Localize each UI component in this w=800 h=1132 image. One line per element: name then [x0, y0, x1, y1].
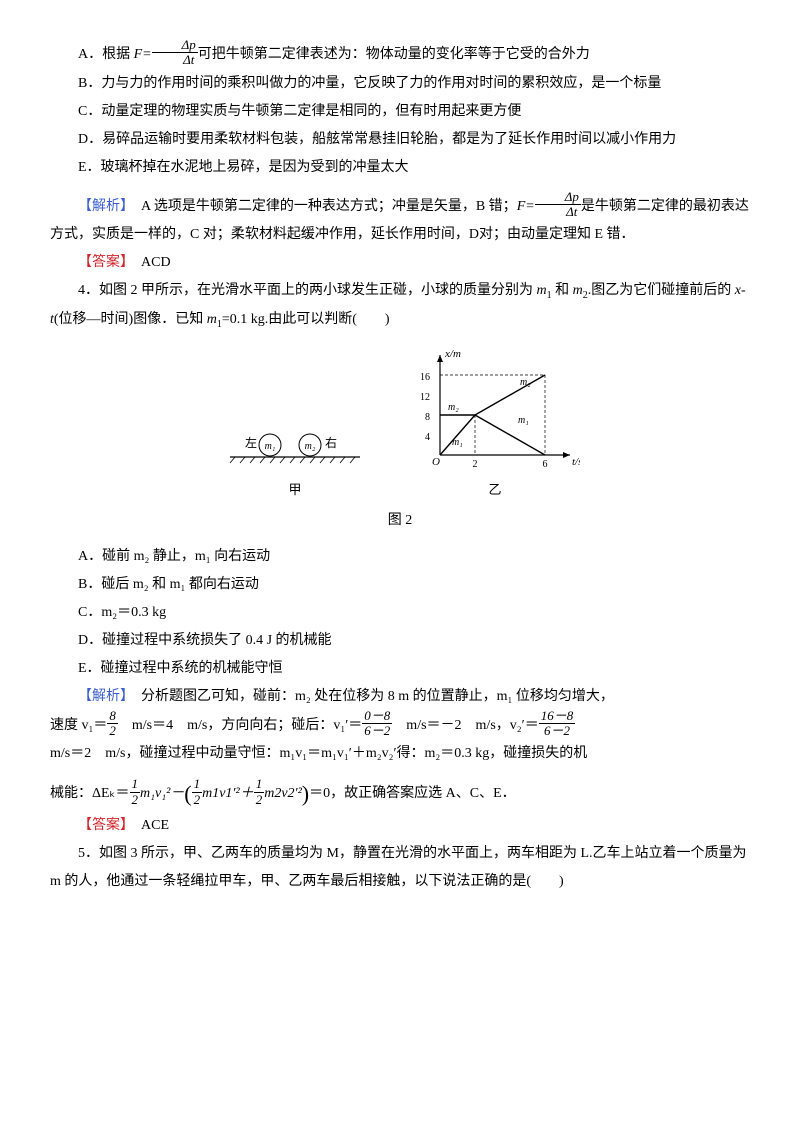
- svg-text:O: O: [432, 456, 440, 468]
- q3-analysis: 【解析】 A 选项是牛顿第二定律的一种表达方式；冲量是矢量，B 错；F=ΔpΔt…: [50, 192, 750, 250]
- q4-answer-val: ACE: [127, 818, 169, 833]
- q4-analysis-4: 械能：ΔEₖ＝12m₁v₁²－(12m1v1′²＋12m2v2′²)＝0，故正确…: [50, 768, 750, 812]
- svg-text:m₂: m₂: [448, 402, 459, 413]
- q3-option-D: D．易碎品运输时要用柔软材料包装，船舷常常悬挂旧轮胎，都是为了延长作用时间以减小…: [50, 126, 750, 154]
- svg-text:右: 右: [325, 435, 337, 450]
- analysis-label: 【解析】: [78, 689, 127, 704]
- svg-text:m₁: m₁: [518, 415, 529, 426]
- q5-stem: 5．如图 3 所示，甲、乙两车的质量均为 M，静置在光滑的水平面上，两车相距为 …: [50, 840, 750, 896]
- svg-text:8: 8: [425, 412, 430, 423]
- q3-analysis-1: A 选项是牛顿第二定律的一种表达方式；冲量是矢量，B 错；: [127, 199, 517, 214]
- q3-option-B: B．力与力的作用时间的乘积叫做力的冲量，它反映了力的作用对时间的累积效应，是一个…: [50, 70, 750, 98]
- q3-analysis-F: F=: [517, 199, 535, 214]
- svg-text:m₁: m₁: [265, 441, 276, 452]
- svg-text:12: 12: [420, 392, 430, 403]
- q3-answer-val: ACD: [127, 255, 171, 270]
- figure-2-left: 左 m₁ m₂ 右 甲: [220, 415, 370, 503]
- q4-option-B: B．碰后 m₂ 和 m₁ 都向右运动: [50, 571, 750, 599]
- answer-label: 【答案】: [78, 255, 127, 270]
- q3-A-prefix: A．根据: [78, 47, 134, 62]
- svg-text:x/m: x/m: [444, 348, 461, 360]
- q3-A-suffix: 可把牛顿第二定律表述为：物体动量的变化率等于它受的合外力: [198, 47, 590, 62]
- q4-stem: 4．如图 2 甲所示，在光滑水平面上的两小球发生正碰，小球的质量分别为 m1 和…: [50, 277, 750, 335]
- q4-stem-1: 4．如图 2 甲所示，在光滑水平面上的两小球发生正碰，小球的质量分别为: [78, 283, 537, 298]
- q4-analysis-1: 【解析】 分析题图乙可知，碰前：m₂ 处在位移为 8 m 的位置静止，m₁ 位移…: [50, 683, 750, 711]
- svg-text:2: 2: [473, 459, 478, 470]
- q4-option-C: C．m₂＝0.3 kg: [50, 599, 750, 627]
- q4-m1: m: [537, 283, 547, 298]
- figure-2-caption: 图 2: [50, 507, 750, 535]
- q4-answer: 【答案】 ACE: [50, 812, 750, 840]
- q3-A-frac: ΔpΔt: [152, 38, 198, 68]
- svg-text:m₂: m₂: [305, 441, 316, 452]
- svg-text:m₁: m₁: [452, 437, 463, 448]
- svg-text:4: 4: [425, 432, 430, 443]
- q3-A-F: F=: [134, 47, 152, 62]
- answer-label: 【答案】: [78, 818, 127, 833]
- fig-left-sub: 甲: [220, 477, 370, 503]
- q4-option-D: D．碰撞过程中系统损失了 0.4 J 的机械能: [50, 627, 750, 655]
- q4-analysis-2: 速度 v₁＝82 m/s＝4 m/s，方向向右；碰后：v₁′＝0－86－2 m/…: [50, 711, 750, 741]
- svg-text:t/s: t/s: [572, 456, 580, 468]
- q3-option-A: A．根据 F=ΔpΔt可把牛顿第二定律表述为：物体动量的变化率等于它受的合外力: [50, 40, 750, 70]
- q3-answer: 【答案】 ACD: [50, 249, 750, 277]
- figure-2: 左 m₁ m₂ 右 甲: [50, 345, 750, 505]
- fig-right-sub: 乙: [410, 477, 580, 503]
- svg-text:m₂: m₂: [520, 377, 531, 388]
- q3-analysis-frac: ΔpΔt: [535, 190, 581, 220]
- q3-option-C: C．动量定理的物理实质与牛顿第二定律是相同的，但有时用起来更方便: [50, 98, 750, 126]
- analysis-label: 【解析】: [78, 199, 127, 214]
- figure-2-right: t/s x/m O 4 8 12 16 2 6: [410, 345, 580, 503]
- q4-analysis-3: m/s＝2 m/s，碰撞过程中动量守恒：m₁v₁＝m₁v₁′＋m₂v₂′得：m₂…: [50, 740, 750, 768]
- q4-option-E: E．碰撞过程中系统的机械能守恒: [50, 655, 750, 683]
- q3-option-E: E．玻璃杯掉在水泥地上易碎，是因为受到的冲量太大: [50, 154, 750, 182]
- svg-text:16: 16: [420, 372, 430, 383]
- svg-text:左: 左: [245, 435, 257, 450]
- q4-option-A: A．碰前 m₂ 静止，m₁ 向右运动: [50, 543, 750, 571]
- svg-text:6: 6: [543, 459, 548, 470]
